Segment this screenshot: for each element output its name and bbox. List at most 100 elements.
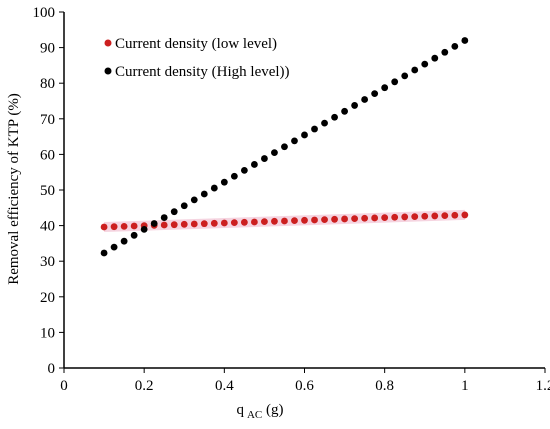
data-point [250,218,258,226]
data-point [431,54,439,62]
data-point [401,213,409,221]
x-tick-label: 0.6 [295,378,314,394]
y-tick-label: 40 [40,219,55,235]
y-tick-label: 60 [40,147,55,163]
data-point [100,249,108,257]
x-axis-title-subscript: AC [247,409,262,421]
y-ticks: 0 10 20 30 40 50 60 70 80 90 100 [33,5,64,377]
x-tick-label: 0.2 [135,378,154,394]
data-point [401,72,409,80]
y-tick-label: 50 [40,183,55,199]
data-point [431,212,439,220]
series-0 [100,211,469,231]
x-axis-title: q AC (g) [236,402,283,421]
data-point [411,213,419,221]
data-point [160,214,168,221]
y-tick-label: 80 [40,76,55,92]
plot-area [100,37,469,257]
data-point [150,220,158,227]
data-point [220,219,228,227]
x-tick-label: 0.8 [375,378,394,394]
y-tick-label: 0 [48,361,56,377]
data-point [220,178,228,186]
data-point [210,184,218,192]
y-tick-label: 90 [40,41,55,57]
data-point [130,222,138,230]
legend-label-low: Current density (low level) [115,36,277,52]
data-point [120,237,128,245]
y-axis-title: Removal efficiency of KTP (%) [6,93,22,285]
data-point [351,102,359,109]
data-point [170,221,178,229]
data-point [311,125,318,133]
data-point [261,155,268,162]
data-point [100,223,108,231]
data-point [321,216,328,224]
y-tick-label: 10 [40,325,55,341]
data-point [230,172,238,180]
y-tick-label: 70 [40,112,55,128]
data-point [190,220,198,228]
legend-label-high: Current density (High level)) [115,64,290,80]
data-point [301,131,308,139]
data-point [210,219,218,227]
data-point [311,216,318,224]
data-point [250,161,258,168]
data-point [461,37,469,44]
x-tick-label: 0.4 [215,378,234,394]
data-point [381,214,389,222]
data-point [271,217,278,225]
data-point [160,221,168,229]
data-point [180,220,188,228]
data-point [110,243,118,251]
data-point [461,211,469,219]
data-point [421,60,429,68]
data-point [180,202,188,210]
data-point [271,149,278,157]
x-ticks: 0 0.2 0.4 0.6 0.8 1 1.2 [60,368,550,394]
data-point [200,190,208,198]
data-point [200,220,208,228]
data-point [321,119,328,127]
data-point [441,48,449,56]
data-point [391,213,399,221]
data-point [291,137,298,145]
y-tick-label: 20 [40,290,55,306]
data-point [301,216,308,224]
data-point [411,66,419,74]
data-point [120,222,128,230]
y-tick-label: 100 [33,5,56,21]
data-point [170,208,178,216]
data-point [341,107,348,115]
data-point [341,215,348,223]
data-point [361,214,369,222]
data-point [421,212,429,220]
x-tick-label: 0 [60,378,68,394]
data-point [240,166,248,174]
data-point [240,218,248,226]
y-tick-label: 30 [40,254,55,270]
legend-marker-high [104,67,112,75]
x-tick-label: 1.2 [536,378,550,394]
legend: Current density (low level) Current dens… [104,36,290,80]
data-point [281,217,288,225]
x-axis-title-main: q [236,402,244,418]
data-point [451,211,459,219]
data-point [331,215,338,223]
data-point [230,219,238,227]
data-point [381,84,389,92]
data-point [130,231,138,239]
data-point [371,214,379,222]
data-point [351,215,359,223]
legend-marker-low [104,39,112,47]
series-1 [100,37,469,257]
x-axis-title-unit: (g) [262,402,283,418]
data-point [361,96,369,103]
data-point [261,218,268,226]
data-point [190,196,198,204]
data-point [140,225,148,233]
x-tick-label: 1 [461,378,469,394]
data-point [281,143,288,151]
data-point [331,113,338,121]
